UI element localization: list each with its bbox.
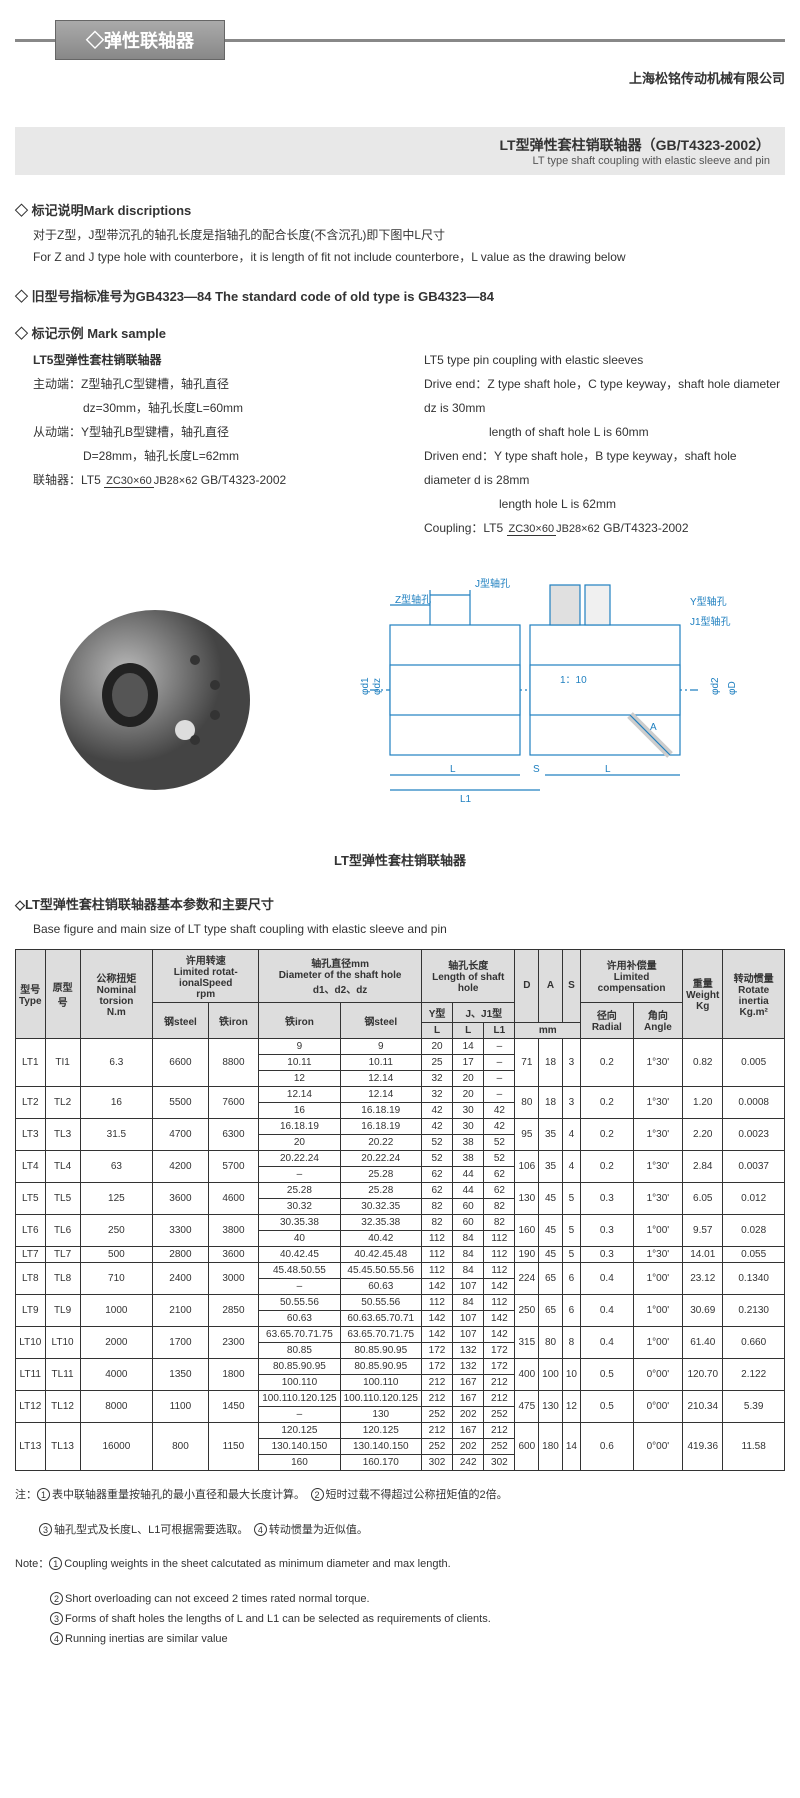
notes-en: Note：1Coupling weights in the sheet calc… [15,1555,785,1575]
svg-text:A: A [650,722,657,733]
table-row: LT13TL13160008001150120.125120.125212167… [16,1422,785,1438]
table-row: LT12TL12800011001450100.110.120.125100.1… [16,1390,785,1406]
company-name: 上海松铭传动机械有限公司 [15,68,785,87]
svg-text:S: S [533,764,540,775]
table-row: LT7TL75002800360040.42.4540.42.45.481128… [16,1246,785,1262]
svg-text:φd2: φd2 [710,677,721,695]
sample-cn-l1: LT5型弹性套柱销联轴器 [33,348,394,372]
notes-zh: 注：1表中联轴器重量按轴孔的最小直径和最大长度计算。 2短时过载不得超过公称扭矩… [15,1486,785,1506]
sample-cn-l6: 联轴器：LT5 ZC30×60JB28×62 GB/T4323-2002 [33,468,394,492]
table-title-en: Base figure and main size of LT type sha… [33,919,785,941]
sample-grid: LT5型弹性套柱销联轴器 主动端：Z型轴孔C型键槽，轴孔直径 dz=30mm，轴… [33,348,785,540]
table-row: LT9TL910002100285050.55.5650.55.56112841… [16,1294,785,1310]
sample-cn: LT5型弹性套柱销联轴器 主动端：Z型轴孔C型键槽，轴孔直径 dz=30mm，轴… [33,348,394,540]
sample-en-l5: length hole L is 62mm [499,492,785,516]
svg-text:L: L [450,764,456,775]
table-body: LT1TI16.366008800992014–711830.21°30'0.8… [16,1038,785,1470]
sample-en: LT5 type pin coupling with elastic sleev… [424,348,785,540]
mark-desc-head: ◇ 标记说明Mark discriptions [15,200,785,219]
table-row: LT1TI16.366008800992014–711830.21°30'0.8… [16,1038,785,1054]
sample-en-l3: length of shaft hole L is 60mm [489,420,785,444]
image-row: Z型轴孔 J型轴孔 Y型轴孔 J1型轴孔 1：10 L L1 L S A φd1… [15,565,785,825]
table-row: LT8TL87102400300045.48.50.5545.45.50.55.… [16,1262,785,1278]
svg-text:φd1: φd1 [360,677,371,695]
sample-cn-l2: 主动端：Z型轴孔C型键槽，轴孔直径 [33,372,394,396]
header-line-right [225,39,785,42]
sample-cn-l5: D=28mm，轴孔长度L=62mm [83,444,394,468]
header-line-left [15,39,55,42]
title-en: LT type shaft coupling with elastic slee… [30,155,770,167]
svg-text:Y型轴孔: Y型轴孔 [690,595,727,608]
sample-head: ◇ 标记示例 Mark sample [15,323,785,342]
product-photo [15,580,295,810]
table-row: LT3TL331.54700630016.18.1916.18.19423042… [16,1118,785,1134]
header-badge: ◇弹性联轴器 [55,20,225,60]
svg-text:1：10: 1：10 [560,675,587,686]
mark-desc-l2: For Z and J type hole with counterbore，i… [33,247,785,269]
table-row: LT10LT1020001700230063.65.70.71.7563.65.… [16,1326,785,1342]
svg-text:Z型轴孔: Z型轴孔 [395,593,431,606]
svg-text:J1型轴孔: J1型轴孔 [690,615,731,628]
table-row: LT11TL1140001350180080.85.90.9580.85.90.… [16,1358,785,1374]
table-title-cn: ◇LT型弹性套柱销联轴器基本参数和主要尺寸 [15,894,785,913]
technical-diagram: Z型轴孔 J型轴孔 Y型轴孔 J1型轴孔 1：10 L L1 L S A φd1… [315,565,785,825]
notes-zh-rest: 3轴孔型式及长度L、L1可根据需要选取。 4转动惯量为近似值。 [39,1521,785,1541]
old-std: ◇ 旧型号指标准号为GB4323—84 The standard code of… [15,286,785,305]
sample-en-l4: Driven end：Y type shaft hole，B type keyw… [424,444,785,492]
sample-en-l2: Drive end：Z type shaft hole，C type keywa… [424,372,785,420]
title-bar: LT型弹性套柱销联轴器（GB/T4323-2002） LT type shaft… [15,127,785,175]
svg-text:J型轴孔: J型轴孔 [475,577,510,590]
sample-en-l6: Coupling：LT5 ZC30×60JB28×62 GB/T4323-200… [424,516,785,540]
svg-text:φD: φD [727,681,738,695]
svg-text:L1: L1 [460,794,472,805]
diagram-caption: LT型弹性套柱销联轴器 [15,850,785,869]
table-row: LT4TL4634200570020.22.2420.22.2452385210… [16,1150,785,1166]
spec-table: 型号Type 原型号 公称扭矩Nominal torsionN.m 许用转速Li… [15,949,785,1471]
table-row: LT2TL2165500760012.1412.143220–801830.21… [16,1086,785,1102]
table-row: LT6TL62503300380030.35.3832.35.388260821… [16,1214,785,1230]
table-head: 型号Type 原型号 公称扭矩Nominal torsionN.m 许用转速Li… [16,949,785,1038]
svg-text:L: L [605,764,611,775]
table-row: LT5TL51253600460025.2825.286244621304550… [16,1182,785,1198]
mark-desc-body: 对于Z型，J型带沉孔的轴孔长度是指轴孔的配合长度(不含沉孔)即下图中L尺寸 Fo… [33,225,785,268]
sample-en-l1: LT5 type pin coupling with elastic sleev… [424,348,785,372]
sample-cn-l3: dz=30mm，轴孔长度L=60mm [83,396,394,420]
svg-text:φdz: φdz [372,678,383,695]
notes-en-rest: 2Short overloading can not exceed 2 time… [50,1590,785,1649]
title-cn: LT型弹性套柱销联轴器（GB/T4323-2002） [30,135,770,155]
sample-cn-l4: 从动端：Y型轴孔B型键槽，轴孔直径 [33,420,394,444]
page-header: ◇弹性联轴器 [15,20,785,60]
mark-desc-l1: 对于Z型，J型带沉孔的轴孔长度是指轴孔的配合长度(不含沉孔)即下图中L尺寸 [33,225,785,247]
